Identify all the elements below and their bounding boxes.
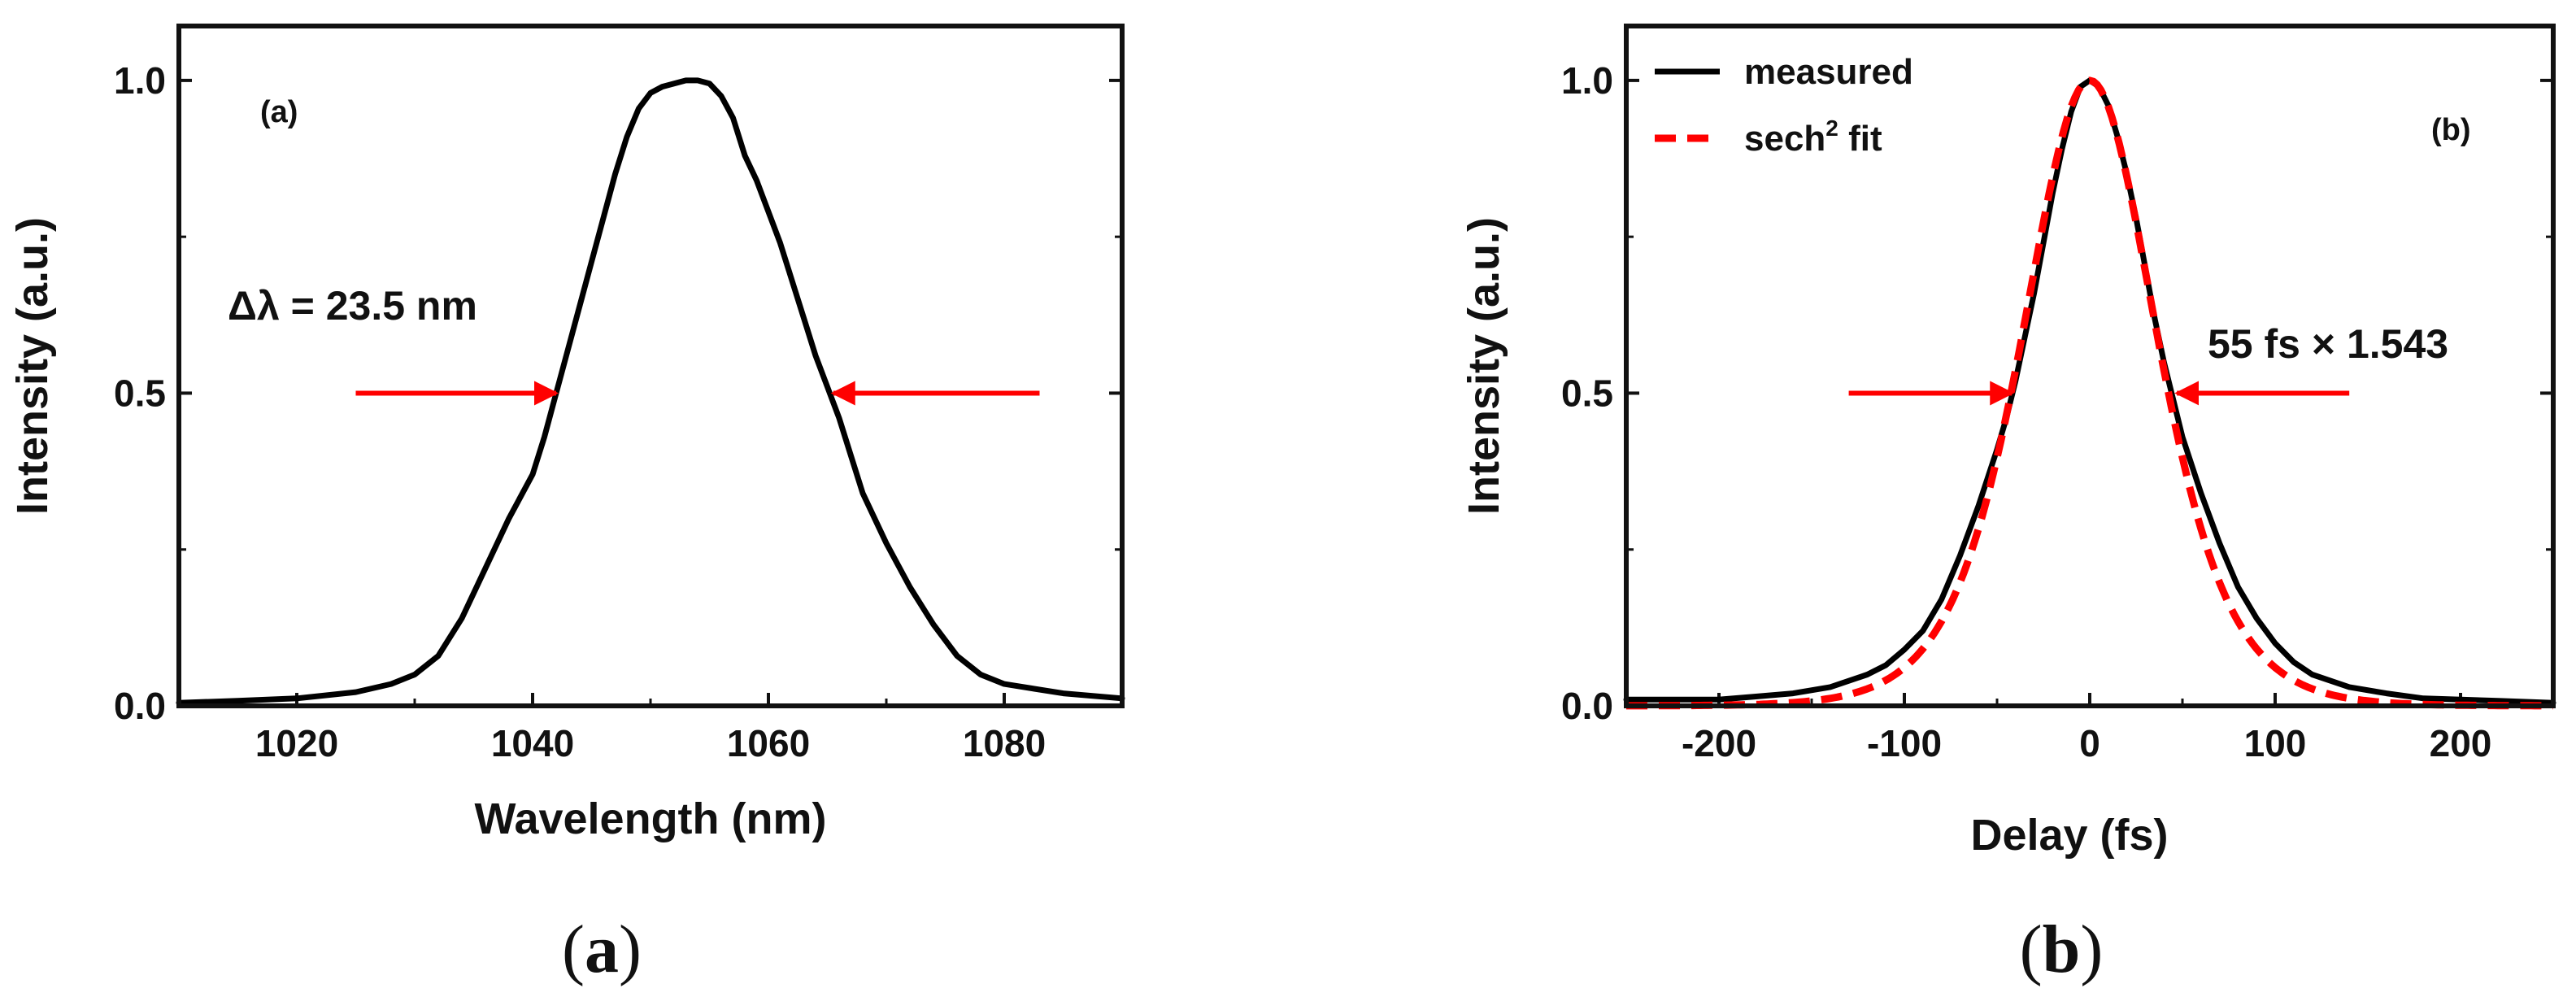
plot-b-frame — [1624, 24, 2556, 708]
y-tick-label-b: 0.0 — [1561, 685, 1613, 727]
x-axis-title-b: Delay (fs) — [1970, 811, 2168, 860]
legend-label-fit: sech2 fit — [1744, 115, 1882, 159]
x-axis-title-a: Wavelength (nm) — [474, 795, 826, 843]
panel-a: 1020 1040 1060 1080 0.0 0.5 1.0 (a) Δλ = 23.5 … — [8, 24, 1125, 843]
legend-fit-sup: 2 — [1825, 115, 1838, 141]
x-tick-label-a: 1080 — [963, 722, 1046, 764]
legend-fit-base: sech — [1744, 119, 1825, 159]
y-axis-title-b: Intensity (a.u.) — [1460, 217, 1508, 515]
y-tick-label-a: 1.0 — [114, 59, 166, 102]
fwhm-annotation-b: 55 fs × 1.543 — [2208, 321, 2448, 367]
plot-b-layer: -200 -100 0 100 200 0.0 0.5 1.0 — [1561, 59, 2556, 764]
y-tick-label-a: 0.0 — [114, 685, 166, 727]
x-tick-label-b: -200 — [1682, 722, 1756, 764]
x-tick-label-a: 1060 — [727, 722, 810, 764]
caption-a: (a) — [562, 912, 642, 987]
panel-b: -200 -100 0 100 200 0.0 0.5 1.0 (b) 55 fs × 1.5… — [1460, 24, 2556, 860]
legend-b: measured sech2 fit — [1655, 52, 1913, 159]
caption-a-letter: a — [585, 912, 619, 987]
y-tick-label-b: 1.0 — [1561, 59, 1613, 102]
legend-label-measured: measured — [1744, 52, 1913, 92]
caption-b-letter: b — [2043, 912, 2081, 987]
panel-a-tag: (a) — [260, 95, 298, 129]
y-axis-title-a: Intensity (a.u.) — [8, 217, 57, 515]
x-tick-label-a: 1040 — [491, 722, 574, 764]
x-tick-label-b: -100 — [1867, 722, 1942, 764]
series-line-b-1 — [1626, 76, 2553, 710]
y-tick-label-b: 0.5 — [1561, 372, 1613, 414]
plot-a-layer: 1020 1040 1060 1080 0.0 0.5 1.0 — [114, 59, 1125, 764]
caption-b: (b) — [2020, 912, 2104, 987]
x-tick-label-a: 1020 — [255, 722, 338, 764]
fwhm-annotation-a: Δλ = 23.5 nm — [228, 283, 477, 329]
x-tick-label-b: 200 — [2430, 722, 2492, 764]
series-line-a-0 — [176, 77, 1125, 706]
legend-fit-suffix: fit — [1838, 119, 1882, 159]
series-line-b-0 — [1623, 77, 2556, 706]
x-tick-label-b: 0 — [2079, 722, 2100, 764]
plot-a-frame — [176, 24, 1125, 708]
x-tick-label-b: 100 — [2244, 722, 2307, 764]
y-tick-label-a: 0.5 — [114, 372, 166, 414]
panel-b-tag: (b) — [2431, 113, 2471, 147]
